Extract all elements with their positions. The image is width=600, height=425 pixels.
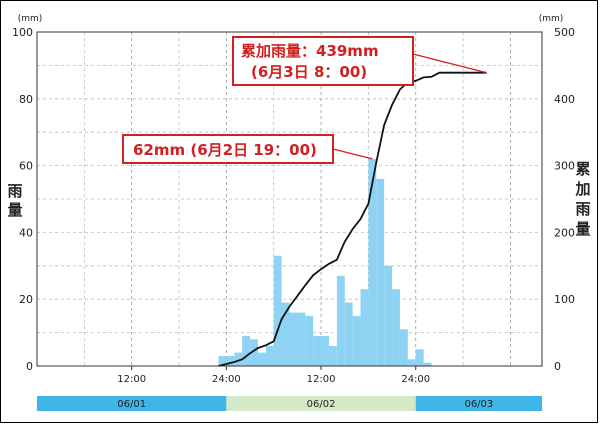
annotation-leader-1 [412, 53, 487, 74]
rain-bar [344, 302, 353, 366]
left-tick-label: 0 [26, 360, 33, 373]
rain-bar [297, 312, 306, 366]
rain-bar [281, 302, 290, 366]
rain-bar [360, 289, 369, 366]
rain-bar [328, 345, 337, 366]
x-tick-label: 24:00 [212, 374, 241, 385]
date-band-0 [37, 396, 227, 411]
left-tick-label: 80 [19, 93, 33, 106]
rain-bar [384, 265, 393, 366]
rain-bar [423, 362, 432, 366]
rain-bar [415, 349, 424, 366]
left-tick-label: 40 [19, 226, 33, 239]
right-axis-label-char: 累 [575, 160, 590, 178]
rain-bar [352, 315, 361, 366]
annotation-text-2: 62mm (6月2日 19：00) [133, 141, 317, 159]
right-tick-label: 500 [554, 26, 575, 39]
date-band-2 [415, 396, 542, 411]
right-axis-label-char: 加 [574, 180, 590, 198]
rain-bar [234, 352, 243, 366]
date-band-label-2: 06/03 [464, 399, 493, 410]
left-tick-label: 100 [12, 26, 33, 39]
x-tick-label: 12:00 [307, 374, 336, 385]
x-tick-label: 24:00 [401, 374, 430, 385]
right-axis-label: 累加雨量 [574, 160, 590, 238]
rain-bar [218, 355, 227, 366]
rain-bar [399, 329, 408, 366]
right-axis-label-char: 量 [575, 220, 590, 238]
annotation-leader-2 [332, 148, 373, 160]
plot-border [36, 31, 543, 367]
date-band-label-1: 06/02 [307, 399, 336, 410]
rain-bar [226, 355, 235, 366]
x-tick-label: 12:00 [117, 374, 146, 385]
rain-bar [321, 335, 329, 366]
right-tick-label: 100 [554, 293, 575, 306]
rain-bar [257, 352, 266, 366]
annotation-box-2 [122, 134, 334, 164]
rain-bar [273, 255, 282, 366]
rain-bar [250, 339, 258, 366]
left-axis-label-char: 雨 [7, 182, 22, 200]
rain-bar [392, 289, 400, 366]
right-tick-label: 0 [554, 360, 561, 373]
rain-bar [242, 335, 251, 366]
annotation-box-1 [232, 36, 414, 86]
left-axis-unit: (mm) [18, 14, 43, 24]
date-band-label-0: 06/01 [117, 399, 146, 410]
right-tick-label: 200 [554, 226, 575, 239]
left-axis-label: 雨量 [7, 182, 22, 219]
rain-bar [336, 275, 345, 366]
rain-bar [265, 345, 274, 366]
right-tick-label: 400 [554, 93, 575, 106]
rain-bar [368, 158, 377, 366]
cumulative-line [218, 71, 487, 367]
rain-bar [407, 359, 416, 366]
rain-bar [313, 335, 322, 366]
annotation-text-1b: (6月3日 8：00) [251, 63, 367, 81]
right-tick-label: 300 [554, 160, 575, 173]
right-axis-unit: (mm) [539, 14, 564, 24]
left-tick-label: 60 [19, 160, 33, 173]
rain-bar [305, 315, 314, 366]
date-band-1 [226, 396, 416, 411]
rain-bar [289, 312, 298, 366]
right-axis-label-char: 雨 [575, 200, 590, 218]
annotation-text-1a: 累加雨量：439mm [241, 42, 379, 60]
left-tick-label: 20 [19, 293, 33, 306]
rain-bar [376, 178, 385, 366]
left-axis-label-char: 量 [7, 201, 22, 219]
